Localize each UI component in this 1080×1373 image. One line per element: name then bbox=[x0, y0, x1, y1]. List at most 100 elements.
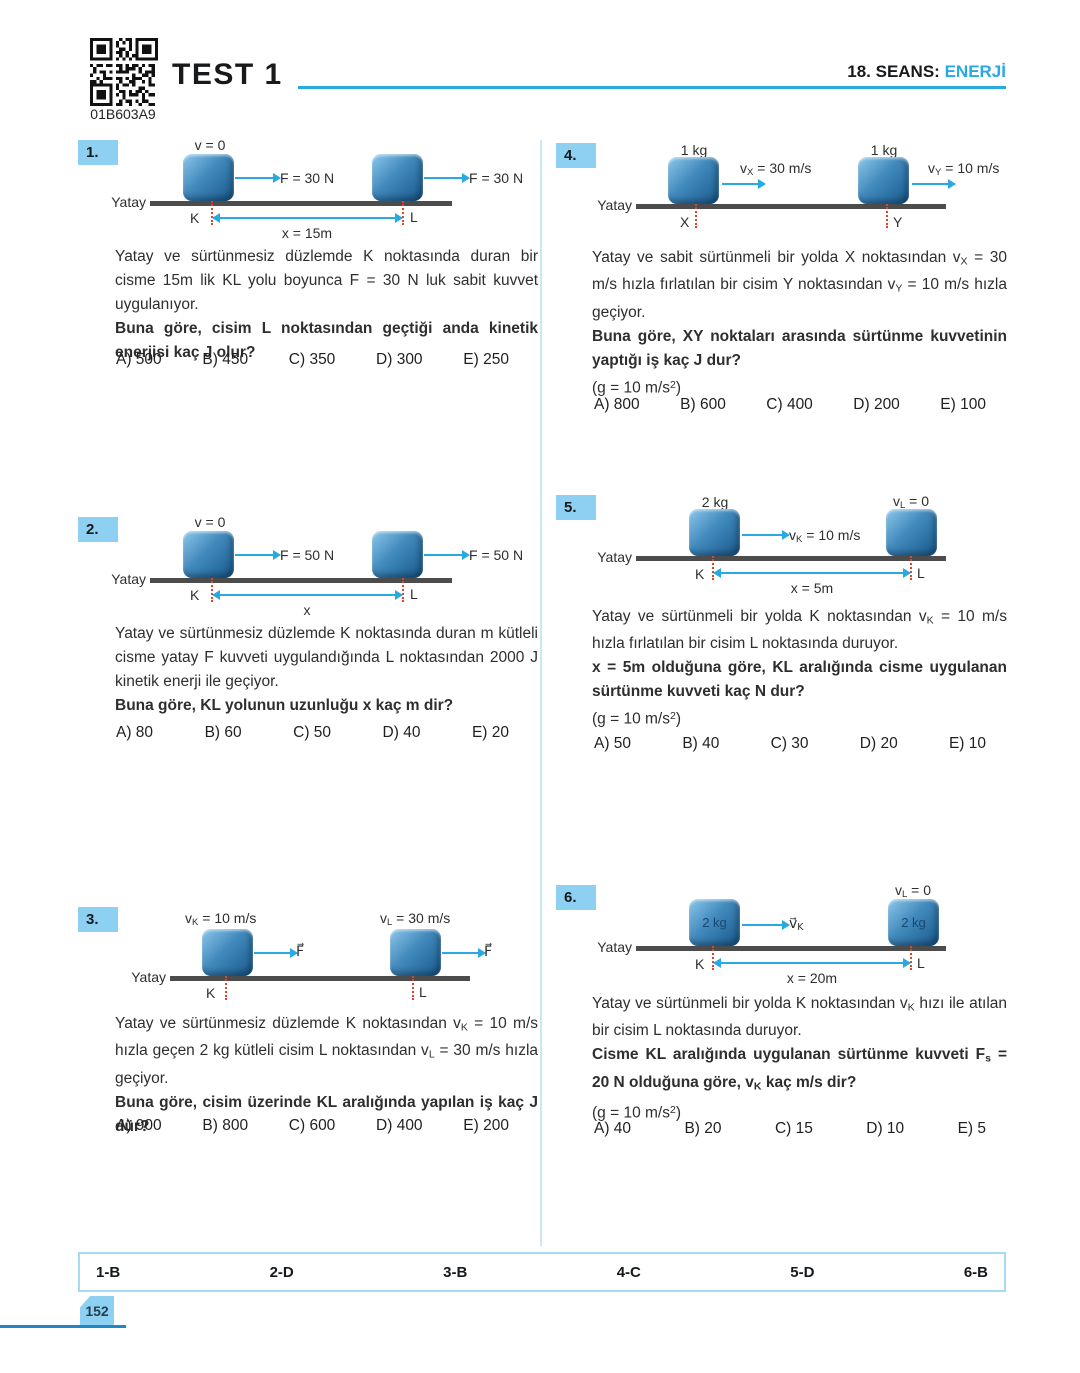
question-5: 5. 2 kg vK = 10 m/s vL = 0 Yatay K L x =… bbox=[556, 490, 1010, 790]
option-c: C) 30 bbox=[770, 735, 809, 752]
mass-label: 2 kg bbox=[702, 915, 727, 930]
point-label: K bbox=[206, 985, 216, 1001]
ground-line bbox=[150, 578, 452, 583]
option-d: D) 10 bbox=[866, 1120, 905, 1137]
force-label: F = 50 N bbox=[469, 547, 524, 563]
force-vector-label: F⃗ bbox=[484, 944, 493, 960]
option-c: C) 50 bbox=[293, 724, 332, 741]
block-l bbox=[886, 509, 937, 556]
question-number-badge: 3. bbox=[78, 907, 118, 932]
force-label: F = 30 N bbox=[280, 170, 335, 186]
option-b: B) 20 bbox=[684, 1120, 722, 1137]
ground-line bbox=[170, 976, 470, 981]
velocity-vector-label: v⃗K bbox=[789, 916, 804, 934]
position-marker bbox=[402, 201, 404, 225]
question-text: Yatay ve sabit sürtünmeli bir yolda X no… bbox=[592, 249, 1008, 397]
mass-label: 2 kg bbox=[701, 494, 729, 510]
option-a: A) 800 bbox=[594, 396, 640, 413]
position-marker bbox=[910, 556, 912, 580]
force-vector-label: F⃗ bbox=[296, 944, 305, 960]
qr-code-label: 01B603A9 bbox=[90, 106, 156, 122]
option-a: A) 900 bbox=[116, 1117, 162, 1134]
block-y bbox=[858, 157, 909, 204]
block-l bbox=[390, 929, 441, 976]
question-number-badge: 4. bbox=[556, 143, 596, 168]
question-text: Yatay ve sürtünmesiz düzlemde K noktasın… bbox=[115, 248, 538, 361]
distance-arrow bbox=[212, 213, 403, 223]
option-c: C) 400 bbox=[766, 396, 813, 413]
answer-key-item: 5-D bbox=[790, 1263, 815, 1281]
velocity-label: vL = 0 bbox=[892, 493, 930, 512]
option-b: B) 40 bbox=[682, 735, 720, 752]
option-a: A) 500 bbox=[116, 351, 162, 368]
surface-label: Yatay bbox=[111, 571, 146, 587]
block-k bbox=[183, 154, 234, 201]
point-label: X bbox=[680, 214, 690, 230]
distance-arrow bbox=[212, 590, 403, 600]
velocity-label: vL = 0 bbox=[894, 882, 932, 901]
position-marker bbox=[886, 204, 888, 228]
diagram: v = 0 F = 50 N F = 50 N Yatay K L x bbox=[78, 512, 540, 762]
velocity-label: vK = 10 m/s bbox=[789, 527, 861, 546]
velocity-arrow bbox=[722, 179, 766, 189]
ground-line bbox=[636, 556, 946, 561]
block-k: 2 kg bbox=[689, 899, 740, 946]
options-row: A) 50 B) 40 C) 30 D) 20 E) 10 bbox=[594, 735, 986, 753]
velocity-label: vX = 30 m/s bbox=[740, 160, 812, 179]
options-row: A) 900 B) 800 C) 600 D) 400 E) 200 bbox=[116, 1117, 509, 1135]
question-number-badge: 6. bbox=[556, 885, 596, 910]
question-1: 1. v = 0 F = 30 N F = 30 N Yatay K L x =… bbox=[78, 135, 540, 385]
options-row: A) 500 B) 450 C) 350 D) 300 E) 250 bbox=[116, 351, 509, 369]
position-marker bbox=[412, 976, 414, 1000]
option-d: D) 400 bbox=[376, 1117, 423, 1134]
force-arrow bbox=[235, 550, 281, 560]
force-label: F = 50 N bbox=[280, 547, 335, 563]
diagram: 2 kg vK = 10 m/s vL = 0 Yatay K L x = 5m bbox=[556, 490, 1010, 790]
force-arrow bbox=[424, 550, 470, 560]
header-rule bbox=[298, 86, 1006, 89]
velocity-arrow bbox=[742, 920, 790, 930]
option-e: E) 200 bbox=[463, 1117, 509, 1134]
question-text: Yatay ve sürtünmeli bir yolda K noktasın… bbox=[592, 608, 1007, 729]
session-header: 18. SEANS: ENERJİ bbox=[660, 62, 1006, 82]
distance-arrow bbox=[713, 568, 911, 578]
block-k bbox=[183, 531, 234, 578]
distance-label: x bbox=[303, 602, 311, 618]
block-k bbox=[202, 929, 253, 976]
option-c: C) 15 bbox=[774, 1120, 813, 1137]
options-row: A) 800 B) 600 C) 400 D) 200 E) 100 bbox=[594, 396, 986, 414]
option-a: A) 50 bbox=[594, 735, 632, 752]
block-l: 2 kg bbox=[888, 899, 939, 946]
question-6: 6. 2 kg v⃗K vL = 0 2 kg Yatay K L x = 20… bbox=[556, 880, 1010, 1180]
position-marker bbox=[910, 946, 912, 970]
session-topic: ENERJİ bbox=[944, 62, 1006, 81]
option-b: B) 600 bbox=[680, 396, 726, 413]
session-label: 18. SEANS: bbox=[847, 62, 940, 81]
distance-label: x = 15m bbox=[281, 225, 333, 241]
question-number-badge: 2. bbox=[78, 517, 118, 542]
option-a: A) 80 bbox=[116, 724, 154, 741]
option-a: A) 40 bbox=[594, 1120, 632, 1137]
answer-key-item: 6-B bbox=[963, 1263, 988, 1281]
mass-label: 2 kg bbox=[901, 915, 926, 930]
option-b: B) 60 bbox=[204, 724, 242, 741]
question-text: Yatay ve sürtünmesiz düzlemde K noktasın… bbox=[115, 1015, 539, 1135]
position-marker bbox=[225, 976, 227, 1000]
point-label: L bbox=[917, 565, 925, 581]
ground-line bbox=[636, 204, 946, 209]
point-label: L bbox=[419, 984, 427, 1000]
question-number-badge: 1. bbox=[78, 140, 118, 165]
column-divider bbox=[540, 140, 542, 1246]
distance-label: x = 5m bbox=[790, 580, 834, 596]
question-3: 3. vK = 10 m/s F⃗ vL = 30 m/s F⃗ Yatay K… bbox=[78, 902, 540, 1152]
answer-key-item: 1-B bbox=[96, 1263, 121, 1281]
ground-line bbox=[150, 201, 452, 206]
point-label: K bbox=[695, 956, 705, 972]
position-marker bbox=[402, 578, 404, 602]
footer-rule bbox=[0, 1325, 126, 1328]
point-label: L bbox=[917, 955, 925, 971]
distance-arrow bbox=[713, 958, 911, 968]
velocity-label: vY = 10 m/s bbox=[928, 160, 1000, 179]
option-e: E) 20 bbox=[471, 724, 509, 741]
